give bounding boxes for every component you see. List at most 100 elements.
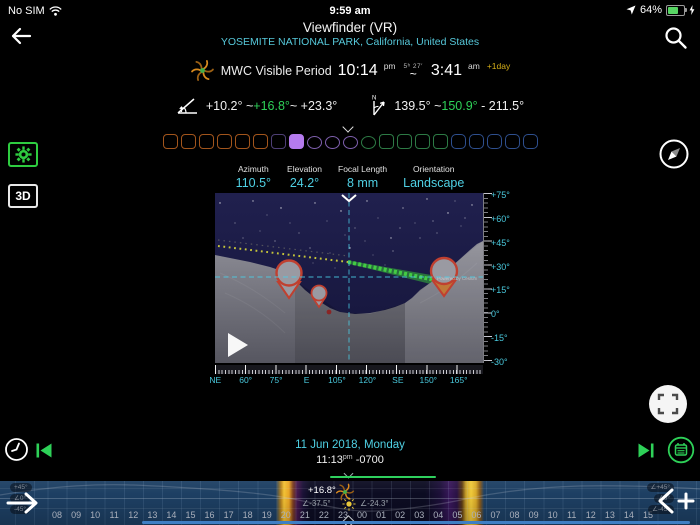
- hour-swatch[interactable]: [198, 134, 214, 149]
- timeline-hour-label: 15: [642, 510, 653, 520]
- hour-swatch[interactable]: [396, 134, 412, 149]
- camera-param[interactable]: Elevation 24.2°: [287, 164, 322, 190]
- param-label: Focal Length: [338, 164, 388, 174]
- hour-swatch[interactable]: [342, 135, 358, 149]
- scale-pill: -45°: [10, 505, 30, 514]
- hour-swatch[interactable]: [432, 134, 448, 149]
- hour-swatch[interactable]: [216, 134, 232, 149]
- elevation-tick-label: +45°: [491, 237, 510, 248]
- milky-way-path-dotted: [217, 245, 349, 263]
- mw-elevation-value: +16.8°: [308, 485, 336, 496]
- viewfinder-top-chevron-icon[interactable]: [341, 194, 357, 203]
- camera-param[interactable]: Focal Length 8 mm: [338, 164, 387, 190]
- hour-swatch[interactable]: [162, 134, 178, 149]
- search-button[interactable]: [664, 26, 688, 50]
- time-now-button[interactable]: [4, 437, 29, 462]
- hour-swatch[interactable]: [378, 134, 394, 149]
- sun-angle-value: ∠-24.3°: [360, 499, 389, 508]
- milky-way-icon: [190, 58, 215, 83]
- camera-params-row: Azimuth 110.5° Elevation 24.2° Focal Len…: [0, 164, 700, 190]
- mwc-period-indicator: [330, 476, 436, 478]
- hour-swatch[interactable]: [270, 134, 286, 149]
- selected-time[interactable]: 11:13pm -0700: [316, 454, 384, 466]
- timeline-hour-label: 06: [471, 510, 482, 520]
- timeline-hour-label: 08: [52, 510, 63, 520]
- scale-pill: ∠-45°: [648, 505, 674, 514]
- marker-pin-large-right[interactable]: [429, 256, 459, 298]
- hour-swatch[interactable]: [288, 134, 304, 149]
- azimuth-angle-icon: N: [372, 96, 386, 116]
- hour-swatch[interactable]: [252, 134, 268, 149]
- camera-param[interactable]: Azimuth 110.5°: [236, 164, 271, 190]
- location-subtitle: YOSEMITE NATIONAL PARK, California, Unit…: [220, 36, 480, 48]
- hour-swatch[interactable]: [522, 134, 538, 149]
- play-button[interactable]: [228, 333, 248, 357]
- clock-icon: [5, 438, 28, 461]
- compass-button[interactable]: [658, 138, 690, 170]
- elevation-ruler: [483, 193, 492, 363]
- calendar-button[interactable]: [666, 435, 696, 465]
- elevation-scale-labels: +75° +60° +45° +30° +15° 0° -15° -30°: [491, 184, 519, 375]
- time-scrubber[interactable]: 08 09 10 11 12 13 14 15 16 17 18 19 20 21 22 23 00 01 02 03…: [0, 481, 700, 525]
- charging-bolt-icon: [689, 5, 695, 15]
- hour-swatch[interactable]: [504, 134, 520, 149]
- mw-angle-value: ∠-37.5°: [302, 499, 331, 508]
- timeline-expand-right-button[interactable]: [654, 487, 696, 515]
- view-3d-button[interactable]: 3D: [8, 184, 38, 208]
- view-3d-label: 3D: [15, 189, 31, 203]
- compass-icon: [659, 139, 689, 169]
- hour-swatch[interactable]: [360, 135, 376, 149]
- fullscreen-icon: [657, 393, 679, 415]
- location-arrow-icon: [626, 5, 636, 15]
- svg-text:N: N: [372, 96, 376, 102]
- marker-pin-small[interactable]: [310, 284, 328, 309]
- elevation-tick-label: -30°: [491, 357, 508, 368]
- param-value: 110.5°: [235, 176, 272, 190]
- timeline-hour-label: 00: [357, 510, 368, 520]
- fullscreen-button[interactable]: [649, 385, 687, 423]
- mwc-label: MWC Visible Period: [220, 63, 332, 78]
- timeline-hour-label: 18: [242, 510, 253, 520]
- hour-swatch[interactable]: [468, 134, 484, 149]
- mwc-visible-period-row: MWC Visible Period 10:14 pm 5ʰ 27′ ~ 3:4…: [0, 58, 700, 83]
- marker-pin-large-left[interactable]: [275, 259, 303, 300]
- elevation-tick-label: +15°: [491, 285, 510, 296]
- skip-forward-button[interactable]: [637, 442, 655, 459]
- settings-button[interactable]: [8, 142, 38, 167]
- battery-percent: 64%: [639, 4, 662, 16]
- elevation-range: +10.2° ~+16.8°~ +23.3°: [205, 98, 338, 113]
- timeline-hour-label: 04: [433, 510, 444, 520]
- scale-pill: ∠0°: [10, 494, 31, 503]
- timeline-hour-label: 12: [128, 510, 139, 520]
- azimuth-tick-label: NE: [209, 375, 222, 385]
- timeline-hour-label: 23: [337, 510, 348, 520]
- hour-swatch[interactable]: [450, 134, 466, 149]
- timeline-hour-label: 09: [71, 510, 82, 520]
- timeline-expand-left-button[interactable]: [5, 490, 41, 516]
- timeline-scroll-indicator[interactable]: [142, 521, 690, 524]
- carrier-label: No SIM: [8, 5, 45, 17]
- hour-swatch[interactable]: [414, 134, 430, 149]
- hour-swatch[interactable]: [306, 135, 322, 149]
- hour-swatch[interactable]: [324, 135, 340, 149]
- skip-forward-icon: [638, 443, 654, 458]
- hour-swatch[interactable]: [180, 134, 196, 149]
- swatch-expand-chevron-icon[interactable]: [342, 121, 354, 133]
- gear-icon: [14, 146, 32, 163]
- param-value: 24.2°: [289, 176, 320, 190]
- azimuth-tick-label: SE: [392, 375, 404, 385]
- timeline-hour-label: 10: [90, 510, 101, 520]
- param-label: Elevation: [287, 164, 322, 174]
- hour-swatch[interactable]: [234, 134, 250, 149]
- camera-param[interactable]: Orientation Landscape: [403, 164, 464, 190]
- hour-swatch[interactable]: [486, 134, 502, 149]
- skip-backward-icon: [36, 443, 52, 458]
- back-button[interactable]: [10, 26, 32, 46]
- timeline-hour-label: 11: [567, 510, 577, 520]
- marker-dot[interactable]: [326, 309, 332, 315]
- viewfinder-canvas[interactable]: Powered by Cesium: [215, 193, 483, 363]
- elevation-tick-label: +75°: [491, 190, 510, 200]
- hour-swatch-row: [0, 134, 700, 149]
- selected-date[interactable]: 11 Jun 2018, Monday: [295, 439, 405, 451]
- skip-backward-button[interactable]: [35, 442, 53, 459]
